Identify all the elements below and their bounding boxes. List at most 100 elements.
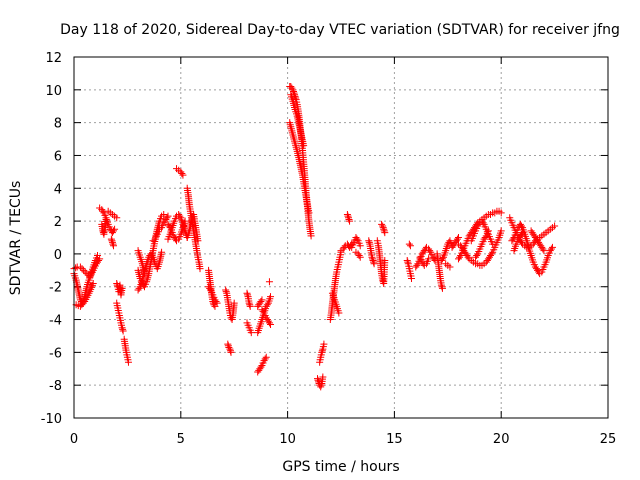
y-tick-label: -10	[41, 412, 62, 427]
data-point-marker	[379, 222, 387, 230]
data-point-marker	[551, 222, 559, 230]
data-point-marker	[365, 238, 373, 246]
data-point-marker	[473, 252, 481, 260]
data-point-marker	[300, 142, 308, 150]
data-point-marker	[108, 238, 116, 246]
data-point-marker	[111, 225, 119, 233]
x-tick-label: 15	[386, 432, 403, 447]
data-point-marker	[246, 302, 254, 310]
data-point-marker	[78, 301, 86, 309]
y-tick-label: 4	[54, 182, 62, 197]
data-point-marker	[245, 299, 253, 307]
data-point-marker	[355, 252, 363, 260]
grid-lines	[74, 57, 608, 418]
data-point-marker	[519, 229, 527, 237]
data-point-marker	[484, 227, 492, 235]
data-point-marker	[222, 288, 230, 296]
data-point-marker	[246, 301, 254, 309]
chart-title: Day 118 of 2020, Sidereal Day-to-day VTE…	[60, 22, 620, 38]
data-point-marker	[267, 320, 275, 328]
data-point-marker	[140, 270, 148, 278]
data-point-marker	[226, 345, 234, 353]
data-point-marker	[164, 212, 172, 220]
data-point-marker	[320, 340, 328, 348]
data-point-marker	[165, 222, 173, 230]
data-point-marker	[353, 235, 361, 243]
data-point-marker	[406, 242, 414, 250]
y-tick-labels: -10 -8 -6 -4 -2 0 2 4 6 8 10 12	[41, 51, 62, 427]
data-point-marker	[517, 238, 525, 246]
data-point-marker	[413, 261, 421, 269]
data-point-marker	[83, 270, 91, 278]
data-point-marker	[497, 227, 505, 235]
y-tick-label: 0	[54, 248, 62, 263]
data-point-marker	[540, 247, 548, 255]
data-point-marker	[290, 89, 298, 97]
data-point-marker	[314, 375, 322, 383]
data-point-marker	[343, 211, 351, 219]
data-point-marker	[369, 255, 377, 263]
y-axis-label: SDTVAR / TECUs	[8, 181, 24, 296]
data-point-marker	[124, 358, 132, 366]
data-point-marker	[517, 222, 525, 230]
x-tick-label: 5	[177, 432, 185, 447]
data-point-marker	[405, 240, 413, 248]
data-point-marker	[365, 237, 373, 245]
data-point-marker	[305, 209, 313, 217]
data-point-marker	[378, 220, 386, 228]
data-point-marker	[227, 348, 235, 356]
data-point-marker	[179, 171, 187, 179]
data-point-marker	[335, 309, 343, 317]
data-point-marker	[263, 301, 271, 309]
data-point-marker	[446, 263, 454, 271]
data-point-marker	[479, 219, 487, 227]
data-point-marker	[257, 297, 265, 305]
data-point-marker	[497, 209, 505, 217]
data-point-marker	[118, 324, 126, 332]
data-point-marker	[230, 299, 238, 307]
plot-frame	[73, 56, 609, 419]
data-point-marker	[160, 211, 168, 219]
data-point-marker	[425, 255, 433, 263]
data-point-marker	[318, 347, 326, 355]
y-tick-label: -6	[49, 346, 62, 361]
data-point-marker	[80, 266, 88, 274]
data-point-marker	[163, 214, 171, 222]
data-point-marker	[226, 347, 234, 355]
data-point-marker	[224, 342, 232, 350]
x-tick-label: 0	[70, 432, 78, 447]
data-point-marker	[317, 383, 325, 391]
y-tick-label: -2	[49, 281, 62, 296]
data-point-marker	[453, 235, 461, 243]
data-point-marker	[379, 278, 387, 286]
data-points	[70, 83, 559, 391]
data-point-marker	[265, 278, 273, 286]
data-point-marker	[288, 84, 296, 92]
data-point-marker	[196, 265, 204, 273]
data-point-marker	[243, 289, 251, 297]
data-point-marker	[110, 242, 118, 250]
data-point-marker	[212, 297, 220, 305]
data-point-marker	[265, 319, 273, 327]
data-point-marker	[258, 296, 266, 304]
data-point-marker	[481, 234, 489, 241]
data-point-marker	[107, 235, 115, 243]
data-point-marker	[109, 240, 117, 248]
data-point-marker	[539, 245, 547, 253]
data-point-marker	[456, 253, 464, 261]
y-tick-label: 8	[54, 117, 62, 132]
x-tick-label: 25	[600, 432, 617, 447]
data-point-marker	[119, 325, 127, 333]
data-point-marker	[213, 299, 221, 307]
data-point-marker	[438, 284, 446, 292]
data-point-marker	[178, 170, 186, 178]
y-tick-label: -8	[49, 379, 62, 394]
data-point-marker	[380, 227, 388, 235]
data-point-marker	[370, 258, 378, 266]
data-point-marker	[319, 373, 327, 381]
data-point-marker	[181, 217, 189, 225]
data-point-marker	[407, 275, 415, 283]
data-point-marker	[113, 214, 121, 222]
data-point-marker	[517, 230, 525, 238]
data-point-marker	[548, 243, 556, 251]
